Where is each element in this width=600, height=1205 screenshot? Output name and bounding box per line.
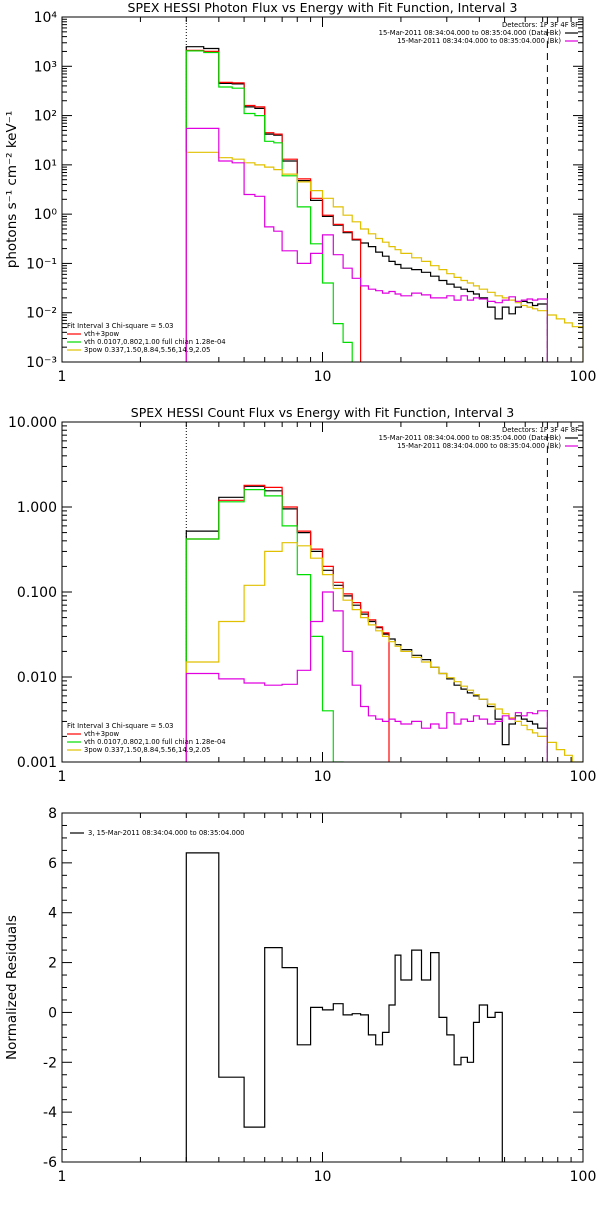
fit-legend-label: 3pow 0.337,1.50,8.84,5.56,14.9,2.05 [84,746,210,754]
x-tick-label: 10 [314,369,332,385]
plot-area [185,17,583,362]
series-vth [185,50,353,362]
y-tick-label: 10⁴ [34,10,58,26]
x-tick-label: 10 [314,1169,332,1185]
y-tick-label: 10⁻¹ [26,256,57,272]
y-tick-label: 10² [34,109,57,125]
y-tick-label: 0 [48,1005,57,1021]
y-tick-label: -4 [43,1105,57,1121]
series-3pow [185,151,583,362]
y-tick-label: 0.100 [17,585,57,601]
data-legend-label: 15-Mar-2011 08:34:04.000 to 08:35:04.000… [379,434,562,442]
data-legend-label: 15-Mar-2011 08:34:04.000 to 08:35:04.000… [379,29,562,37]
series-data-bk [185,46,548,362]
photon-flux-panel: SPEX HESSI Photon Flux vs Energy with Fi… [4,0,596,385]
series-vth [185,489,344,762]
y-tick-label: 10¹ [34,158,57,174]
series-vth-3pow [185,484,390,762]
y-tick-label: 0.010 [17,670,57,686]
series-bk [185,591,548,762]
y-tick-label: -2 [43,1055,57,1071]
axis-frame [61,812,584,1163]
chart-title: SPEX HESSI Count Flux vs Energy with Fit… [131,405,514,420]
series-3-15-mar-2011-08-34-04-000-to-08-35-04-000 [185,852,503,1162]
fit-legend-label: vth 0.0107,0.802,1.00 full chian 1.28e-0… [84,738,226,746]
x-tick-label: 10 [314,769,332,785]
series-bk [185,127,548,362]
fit-legend-title: Fit Interval 3 Chi-square = 5.03 [67,322,174,330]
series-data-bk [185,485,548,762]
y-tick-label: 6 [48,856,57,872]
legend-label: 3, 15-Mar-2011 08:34:04.000 to 08:35:04.… [88,829,245,837]
y-axis-label: photons s⁻¹ cm⁻² keV⁻¹ [4,111,20,269]
y-tick-label: 4 [48,906,57,922]
x-tick-label: 1 [58,369,67,385]
chart-title: SPEX HESSI Photon Flux vs Energy with Fi… [128,0,518,15]
axis-frame [61,421,584,763]
y-tick-label: 2 [48,956,57,972]
series-vth-3pow [185,49,362,362]
y-axis-label: Normalized Residuals [4,915,20,1060]
x-tick-label: 1 [58,1169,67,1185]
plot-area [185,422,583,762]
fit-legend-label: 3pow 0.337,1.50,8.84,5.56,14.9,2.05 [84,346,210,354]
x-tick-label: 100 [570,1169,597,1185]
y-tick-label: -6 [43,1155,57,1171]
count-flux-panel: SPEX HESSI Count Flux vs Energy with Fit… [8,405,597,785]
axis-frame [61,16,584,363]
fit-legend-label: vth+3pow [84,730,119,738]
fit-legend-label: vth 0.0107,0.802,1.00 full chian 1.28e-0… [84,338,226,346]
y-tick-label: 10⁻² [26,306,57,322]
y-tick-label: 10⁰ [34,207,58,223]
data-legend-label: 15-Mar-2011 08:34:04.000 to 08:35:04.000… [397,37,561,45]
y-tick-label: 0.001 [17,755,57,771]
residuals-panel: Normalized Residuals 1 10 100 -6 -4 -2 0 2 4 6 8 3, … [4,806,596,1185]
y-tick-label: 10³ [34,59,57,75]
detectors-label: Detectors: 1F 3F 4F 8F [502,426,579,434]
y-tick-label: 1.000 [17,500,57,516]
fit-legend-label: vth+3pow [84,330,119,338]
y-tick-label: 10.000 [8,415,57,431]
x-tick-label: 100 [570,769,597,785]
x-tick-label: 100 [570,369,597,385]
plot-area [185,852,503,1162]
series-3pow [185,542,583,762]
data-legend-label: 15-Mar-2011 08:34:04.000 to 08:35:04.000… [397,442,561,450]
y-tick-label: 8 [48,806,57,822]
y-tick-label: 10⁻³ [26,355,57,371]
detectors-label: Detectors: 1F 3F 4F 8F [502,21,579,29]
x-tick-label: 1 [58,769,67,785]
fit-legend-title: Fit Interval 3 Chi-square = 5.03 [67,722,174,730]
